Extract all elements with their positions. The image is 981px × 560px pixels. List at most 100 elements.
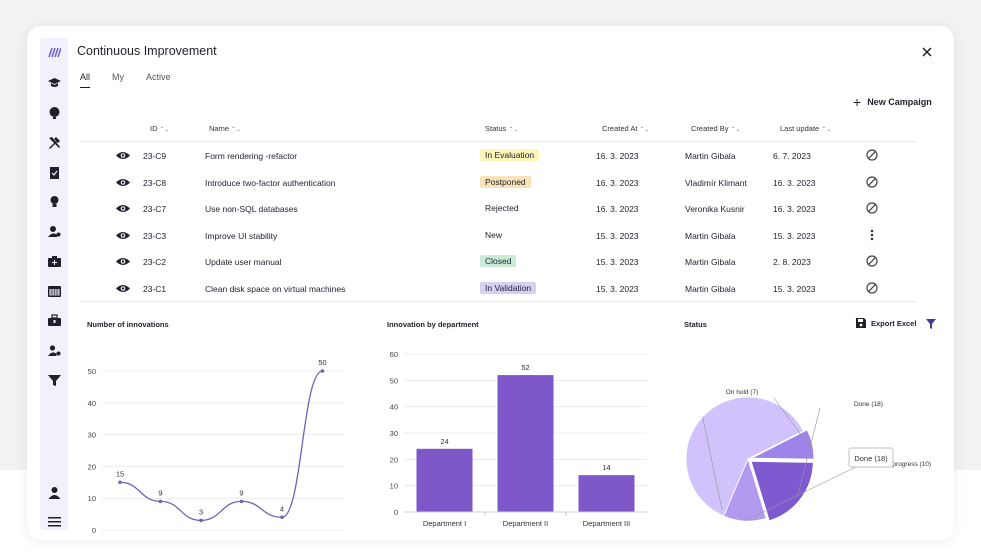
pie-leader-line	[797, 407, 821, 497]
filter-icon[interactable]	[46, 372, 62, 388]
header-last-update[interactable]: Last update ⌃⌄	[780, 124, 831, 133]
x-tick-label: Department III	[583, 519, 631, 528]
data-point[interactable]	[239, 499, 244, 504]
toolbox-icon[interactable]	[46, 312, 62, 328]
cell-last-update: 16. 3. 2023	[773, 177, 816, 188]
header-name[interactable]: Name ⌃⌄	[209, 124, 241, 133]
table-row[interactable]: 23-C3 Improve UI stability New 15. 3. 2023 M…	[80, 222, 916, 249]
view-icon[interactable]	[116, 231, 130, 240]
new-campaign-button[interactable]: + New Campaign	[853, 95, 932, 109]
tools-icon[interactable]	[46, 134, 62, 150]
header-created-at-label: Created At	[602, 124, 638, 133]
sort-icon: ⌃⌄	[639, 127, 650, 133]
cell-created-by: Martin Gibala	[685, 257, 736, 268]
bar[interactable]	[578, 475, 635, 512]
pie-slice[interactable]	[750, 460, 814, 522]
y-tick-label: 10	[390, 482, 398, 491]
data-point[interactable]	[199, 518, 203, 523]
header-name-label: Name	[209, 124, 230, 133]
header-status[interactable]: Status ⌃⌄	[485, 124, 518, 133]
pie-label: Done (18)	[854, 401, 883, 408]
brain-icon[interactable]	[46, 104, 62, 120]
y-tick-label: 40	[390, 403, 398, 412]
view-icon[interactable]	[116, 257, 130, 266]
bar-value-label: 24	[440, 437, 448, 446]
pie-label: ...progress (10)	[887, 461, 931, 468]
user-gear-icon[interactable]	[46, 223, 62, 239]
view-icon[interactable]	[116, 284, 130, 293]
pie-slice[interactable]	[751, 429, 815, 460]
view-icon[interactable]	[116, 151, 130, 160]
cell-name: Improve UI stability	[205, 230, 278, 241]
data-point[interactable]	[280, 515, 284, 520]
clipboard-check-icon[interactable]	[46, 164, 62, 180]
status-badge: Closed	[480, 255, 517, 268]
graduation-cap-icon[interactable]	[46, 74, 62, 90]
status-chart-title: Status	[684, 320, 707, 329]
table-row[interactable]: 23-C9 Form rendering -refactor In Evaluati…	[80, 142, 916, 169]
cancel-icon[interactable]	[866, 202, 878, 214]
tab-active[interactable]: Active	[146, 72, 171, 82]
cell-name: Form rendering -refactor	[205, 151, 298, 161]
tab-all[interactable]: All	[80, 72, 91, 88]
header-id[interactable]: ID ⌃⌄	[150, 124, 170, 133]
y-tick-label: 20	[88, 462, 96, 471]
y-tick-label: 50	[390, 376, 398, 385]
view-icon[interactable]	[116, 178, 130, 187]
status-pie-chart: New (55)On hold (7)Done (18)...progress …	[685, 389, 931, 522]
table-row[interactable]: 23-C2 Update user manual Closed 15. 3. 2023…	[80, 248, 916, 275]
cancel-icon[interactable]	[866, 175, 878, 188]
status-badge: New	[480, 228, 508, 241]
pie-leader-line	[744, 463, 863, 522]
pie-leader-line	[702, 416, 723, 511]
tab-bar: All My Active	[80, 72, 193, 88]
bar[interactable]	[497, 375, 554, 512]
pie-tooltip: Done (18)	[848, 447, 894, 468]
filter-icon[interactable]	[926, 319, 936, 329]
cell-created-by: Vladimír Klimant	[685, 177, 747, 188]
lightbulb-icon[interactable]	[46, 193, 62, 209]
header-created-at[interactable]: Created At ⌃⌄	[602, 124, 650, 133]
data-point[interactable]	[118, 480, 122, 485]
user-icon[interactable]	[46, 484, 62, 500]
data-point[interactable]	[158, 499, 163, 504]
data-label: 9	[158, 488, 162, 497]
sort-icon: ⌃⌄	[508, 127, 519, 133]
y-tick-label: 40	[88, 399, 96, 408]
close-icon[interactable]	[920, 45, 934, 59]
cell-created-by: Martin Gibala	[685, 151, 736, 161]
y-tick-label: 30	[390, 429, 398, 438]
menu-icon[interactable]	[46, 513, 62, 529]
cancel-icon[interactable]	[866, 149, 878, 161]
y-tick-label: 0	[92, 526, 96, 534]
view-icon[interactable]	[116, 204, 130, 213]
table-row[interactable]: 23-C7 Use non-SQL databases Rejected 16. 3.…	[80, 195, 916, 222]
table-row[interactable]: 23-C1 Clean disk space on virtual machine…	[80, 275, 916, 302]
cancel-icon[interactable]	[866, 255, 878, 267]
cell-id: 23-C1	[143, 283, 167, 294]
calendar-icon[interactable]	[46, 282, 62, 298]
cell-created-at: 15. 3. 2023	[596, 283, 639, 294]
cell-name: Introduce two-factor authentication	[205, 177, 336, 188]
logo-icon[interactable]	[46, 44, 62, 60]
tab-my[interactable]: My	[112, 72, 125, 82]
page-title: Continuous Improvement	[77, 44, 217, 58]
briefcase-medical-icon[interactable]	[46, 253, 62, 269]
department-bar-chart: 0 10 20 30 40 50 60 24 Department I 52 Department …	[390, 350, 647, 528]
cancel-icon[interactable]	[866, 282, 878, 294]
users-gear-icon[interactable]	[46, 342, 62, 358]
cell-created-by: Veronika Kusnir	[685, 204, 745, 215]
export-excel-button[interactable]: Export Excel	[856, 318, 916, 328]
cell-id: 23-C8	[143, 177, 167, 188]
cell-created-at: 15. 3. 2023	[596, 257, 639, 268]
status-badge: Postponed	[480, 175, 531, 188]
bar[interactable]	[416, 448, 473, 512]
data-point[interactable]	[320, 369, 325, 373]
cell-id: 23-C3	[143, 230, 167, 241]
table-row[interactable]: 23-C8 Introduce two-factor authentication…	[80, 169, 916, 196]
more-options-icon[interactable]	[866, 229, 878, 241]
x-tick-label: Department I	[423, 519, 466, 528]
cell-created-at: 16. 3. 2023	[596, 204, 639, 215]
cell-id: 23-C2	[143, 257, 167, 268]
header-created-by[interactable]: Created By ⌃⌄	[691, 124, 741, 133]
